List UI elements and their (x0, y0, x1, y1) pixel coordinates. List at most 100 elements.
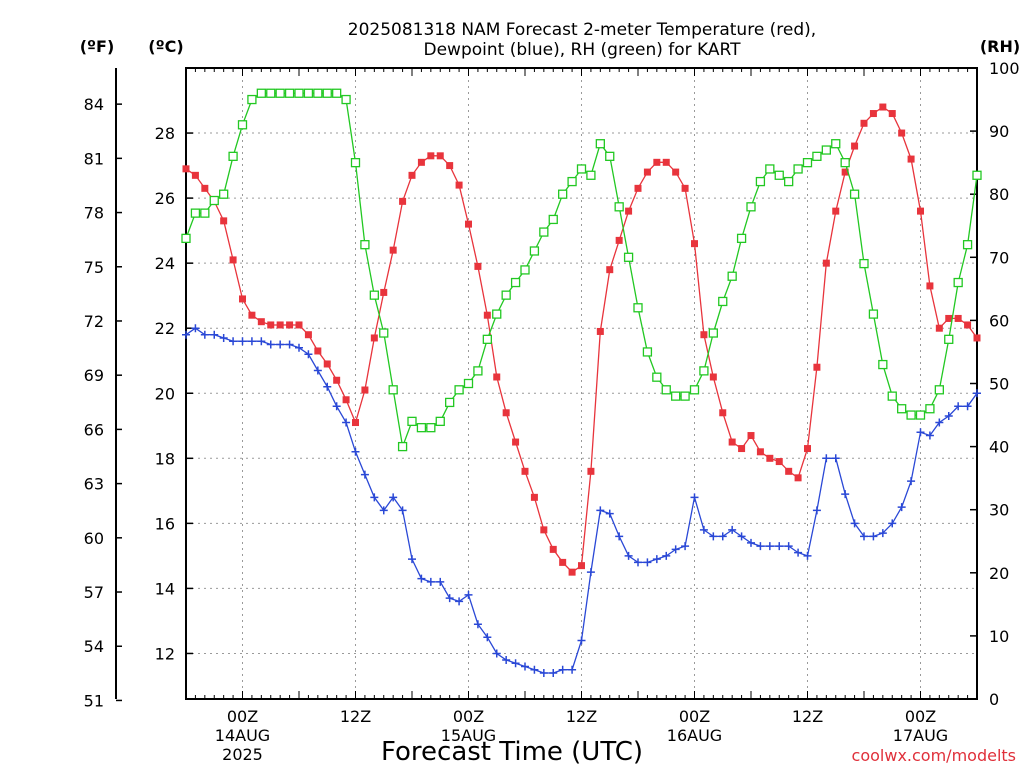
temperature-point (417, 158, 425, 166)
fahrenheit-tick-label: 51 (84, 691, 104, 710)
dewpoint-point (539, 668, 548, 677)
dewpoint-point (822, 454, 831, 463)
rh-point (200, 208, 210, 218)
temperature-point (766, 454, 774, 462)
temperature-point (860, 119, 868, 127)
dewpoint-point (549, 668, 558, 677)
rh-point (718, 296, 728, 307)
celsius-tick-label: 26 (155, 189, 175, 208)
temperature-point (653, 158, 661, 166)
rh-point (473, 366, 483, 376)
rh-point (831, 139, 841, 149)
rh-point (416, 423, 427, 433)
rh-tick-label: 50 (989, 375, 1009, 394)
rh-point (510, 277, 521, 288)
temperature-point (229, 256, 237, 264)
rh-point (821, 145, 831, 155)
rh-point (463, 378, 474, 389)
temperature-point (935, 324, 943, 332)
temperature-point (530, 493, 538, 501)
temperature-point (954, 314, 962, 322)
temperature-point (342, 396, 350, 404)
rh-point (652, 372, 662, 382)
dewpoint-point (662, 551, 671, 560)
rh-point (736, 233, 747, 244)
temperature-point (370, 334, 378, 342)
rh-point (840, 157, 850, 168)
rh-point (228, 151, 238, 161)
temperature-point (851, 142, 859, 150)
dewpoint-point (954, 402, 963, 411)
dewpoint-point (568, 665, 577, 674)
rh-point (680, 391, 690, 401)
dewpoint-point (860, 532, 868, 541)
dewpoint-point (888, 519, 897, 528)
temperature-point (822, 259, 830, 267)
x-date-label: 17AUG (893, 726, 948, 745)
rh-point (341, 94, 351, 105)
temperature-point (323, 360, 331, 368)
celsius-tick-label: 12 (155, 644, 175, 663)
temperature-point (879, 103, 887, 111)
rh-point (953, 277, 963, 288)
rh-point (284, 88, 295, 98)
rh-point (275, 88, 285, 98)
rh-point (614, 202, 624, 212)
rh-point (388, 385, 398, 395)
rh-point (379, 328, 389, 338)
temperature-point (455, 181, 463, 189)
temperature-point (728, 438, 736, 446)
dewpoint-point (323, 382, 332, 391)
dewpoint-point (699, 525, 708, 534)
temperature-point (493, 373, 501, 381)
dewpoint-point (398, 506, 407, 515)
rh-tick-label: 30 (989, 501, 1009, 520)
rh-tick-label: 0 (989, 690, 999, 709)
temperature-point (267, 321, 275, 329)
dewpoint-point (681, 542, 690, 551)
dewpoint-point (210, 330, 219, 339)
dewpoint-point (841, 490, 850, 499)
temperature-point (747, 432, 755, 440)
rh-point (209, 195, 219, 206)
dewpoint-point (728, 525, 737, 534)
dewpoint-point (690, 493, 699, 502)
celsius-tick-label: 24 (155, 254, 175, 273)
dewpoint-point (521, 662, 529, 671)
temperature-point (888, 110, 896, 118)
rh-point (332, 88, 342, 98)
temperature-point (333, 376, 341, 384)
rh-point (605, 151, 615, 161)
temperature-point (408, 171, 416, 179)
dewpoint-point (530, 665, 539, 674)
dewpoint-point (511, 659, 520, 668)
dewpoint-point (605, 509, 614, 518)
temperature-point (314, 347, 322, 355)
temperature-point (304, 331, 312, 339)
rh-point (350, 157, 361, 168)
x-year-label: 2025 (222, 745, 263, 764)
rh-point (595, 139, 605, 149)
fahrenheit-tick-label: 72 (84, 312, 104, 331)
dewpoint-point (831, 454, 840, 463)
x-tick-label: 00Z (679, 707, 710, 726)
rh-point (793, 164, 803, 174)
rh-point (925, 404, 935, 414)
dewpoint-point (426, 577, 435, 586)
rh-tick-label: 100 (989, 59, 1020, 78)
rh-point (313, 88, 323, 98)
dewpoint-point (803, 551, 812, 560)
temperature-point (775, 458, 783, 466)
rh-point (755, 176, 766, 187)
temperature-point (295, 321, 303, 329)
rh-point (369, 290, 379, 300)
rh-point (501, 290, 511, 300)
series-dewpoint (182, 324, 981, 677)
series-rh (181, 88, 982, 452)
rh-point (906, 410, 916, 420)
dewpoint-point (869, 532, 878, 541)
dewpoint-point (784, 542, 793, 551)
x-axis-label: Forecast Time (UTC) (381, 737, 643, 767)
fahrenheit-tick-label: 75 (84, 258, 104, 277)
rh-point (445, 397, 455, 408)
